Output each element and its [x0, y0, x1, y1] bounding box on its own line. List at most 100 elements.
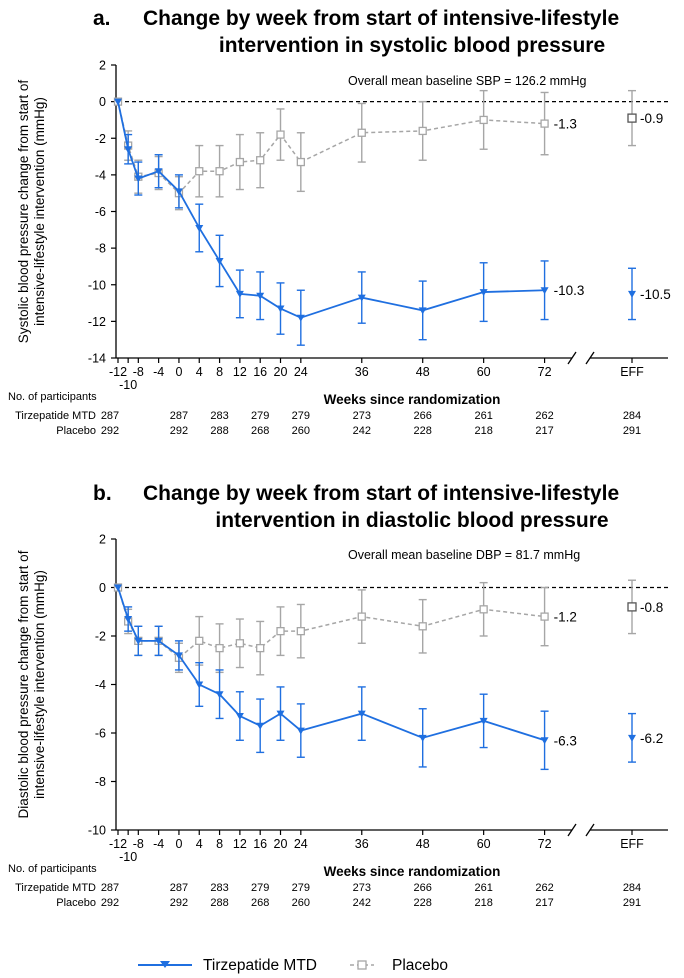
participants-count: 218	[474, 897, 492, 909]
participants-count: 260	[292, 897, 310, 909]
y-tick-label: 2	[99, 533, 106, 547]
y-tick-label: -8	[95, 242, 106, 256]
participants-count: 242	[353, 425, 371, 437]
x-tick-label: 36	[355, 365, 369, 379]
end-value-label: -1.3	[554, 117, 577, 132]
x-tick-label: 60	[477, 365, 491, 379]
x-tick-label: 20	[274, 837, 288, 851]
axis-break-mark	[585, 823, 595, 837]
participants-count: 287	[101, 882, 119, 894]
axis-break-mark	[585, 351, 595, 365]
participants-count: 260	[292, 425, 310, 437]
data-point	[215, 643, 224, 653]
data-point	[256, 722, 265, 730]
y-axis-label: Diastolic blood pressure change from sta…	[16, 550, 47, 818]
data-point	[479, 289, 488, 297]
participants-count: 242	[353, 897, 371, 909]
participants-count: 292	[101, 425, 119, 437]
x-tick-label: 12	[233, 837, 247, 851]
data-point	[124, 616, 133, 624]
x-tick-label: 0	[175, 837, 182, 851]
participants-header: No. of participants	[8, 391, 97, 403]
x-tick-label: 12	[233, 365, 247, 379]
x-axis-label: Weeks since randomization	[324, 392, 501, 407]
x-tick-label: 48	[416, 837, 430, 851]
y-tick-label: -14	[88, 352, 106, 366]
eff-value-label: -6.2	[640, 731, 663, 746]
x-tick-label: 20	[274, 365, 288, 379]
data-point	[114, 584, 122, 592]
data-point	[124, 146, 133, 154]
data-point	[479, 605, 488, 614]
x-tick-label: 8	[216, 837, 223, 851]
participants-count: 279	[251, 410, 269, 422]
series-placebo: -1.2 -0.8	[113, 579, 663, 676]
baseline-annotation: Overall mean baseline SBP = 126.2 mmHg	[348, 74, 586, 88]
participants-count: 273	[353, 882, 371, 894]
x-tick-label: 4	[196, 365, 203, 379]
x-tick-label: -8	[133, 837, 144, 851]
y-tick-label: -8	[95, 775, 106, 789]
participants-count: 218	[474, 425, 492, 437]
data-point	[418, 126, 427, 136]
y-axis-label-line-1: Diastolic blood pressure change from sta…	[16, 550, 31, 818]
x-tick-label: -4	[153, 365, 164, 379]
y-tick-label: 0	[99, 581, 106, 595]
y-tick-label: 0	[99, 95, 106, 109]
data-point	[418, 734, 427, 742]
data-point	[540, 612, 549, 621]
data-point	[357, 128, 366, 137]
eff-data-point	[627, 602, 637, 612]
data-point	[357, 612, 366, 621]
participants-count-eff: 291	[623, 425, 641, 437]
x-tick-label: -10	[119, 378, 137, 392]
participants-count: 217	[535, 897, 553, 909]
participants-count: 288	[210, 897, 228, 909]
x-tick-label-eff: EFF	[620, 837, 644, 851]
y-tick-label: -6	[95, 727, 106, 741]
participants-row-label: Placebo	[56, 897, 96, 909]
y-tick-label: -2	[95, 132, 106, 146]
data-point	[235, 713, 244, 721]
x-tick-label: 36	[355, 837, 369, 851]
axis-break-mark	[567, 351, 577, 365]
participants-count: 292	[101, 897, 119, 909]
chart-title-line-1: Change by week from start of intensive-l…	[143, 7, 619, 30]
eff-data-point	[628, 734, 636, 742]
x-tick-label: 0	[175, 365, 182, 379]
series-tirzepatide: -10.3 -10.5	[114, 98, 671, 346]
legend-label: Tirzepatide MTD	[203, 957, 317, 974]
eff-value-label: -10.5	[640, 287, 671, 302]
y-tick-label: -2	[95, 630, 106, 644]
end-value-label: -10.3	[554, 283, 585, 298]
chart-title-line-1: Change by week from start of intensive-l…	[143, 482, 619, 505]
series-line	[117, 101, 545, 195]
data-point	[276, 130, 285, 139]
legend-label: Placebo	[392, 957, 448, 974]
data-point	[357, 710, 366, 718]
data-point	[235, 157, 245, 167]
data-point	[215, 257, 224, 265]
participants-count: 273	[353, 410, 371, 422]
data-point	[174, 652, 183, 660]
y-tick-label: -12	[88, 315, 106, 329]
participants-count: 279	[251, 882, 269, 894]
participants-row-label: Placebo	[56, 425, 96, 437]
participants-count: 262	[535, 882, 553, 894]
chart-panel-b: b. Change by week from start of intensive…	[8, 482, 668, 909]
x-tick-label: 16	[253, 837, 267, 851]
data-point	[296, 157, 305, 167]
x-tick-label: 24	[294, 837, 308, 851]
data-point	[276, 627, 285, 636]
data-point	[235, 639, 245, 648]
axis-break-mark	[567, 823, 577, 837]
participants-count: 228	[414, 425, 432, 437]
participants-row-label: Tirzepatide MTD	[15, 410, 96, 422]
data-point	[479, 115, 488, 125]
data-point	[195, 224, 204, 232]
data-point	[215, 691, 224, 699]
baseline-annotation: Overall mean baseline DBP = 81.7 mmHg	[348, 548, 580, 562]
data-point	[154, 637, 163, 645]
y-tick-label: -4	[95, 678, 106, 692]
